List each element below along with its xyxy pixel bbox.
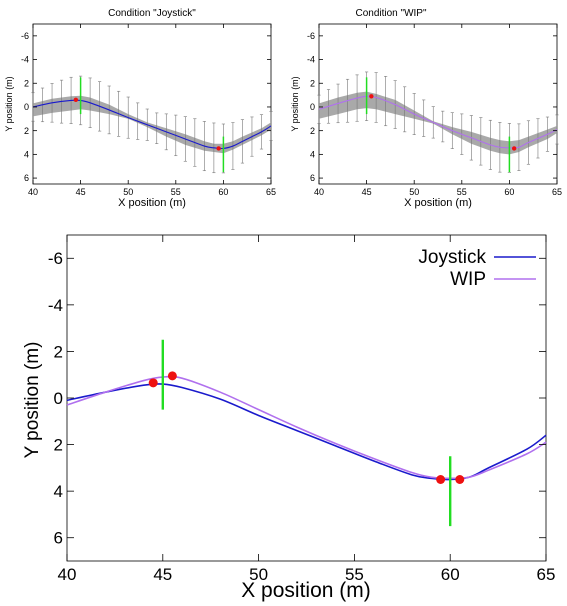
series-line <box>318 95 558 149</box>
y-tick-label: 2 <box>24 78 29 88</box>
chart-wip: Condition "WIP" 40 45 50 55 60 65 -6 -4 2 0 2 4 6 X… <box>290 8 562 209</box>
series-lines <box>66 375 547 481</box>
x-tick-label: 55 <box>457 187 467 197</box>
y-tick-label: 4 <box>310 150 315 160</box>
variance-band <box>319 91 557 155</box>
red-points <box>369 94 517 151</box>
y-tick-label: -6 <box>307 31 315 41</box>
x-tick-label: 50 <box>409 187 419 197</box>
y-tick-label: 2 <box>54 342 63 361</box>
green-markers <box>365 77 511 173</box>
red-point <box>148 378 158 388</box>
variance-bands <box>33 95 271 154</box>
variance-band <box>33 95 271 154</box>
x-tick-label: 40 <box>314 187 324 197</box>
x-tick-label: 55 <box>345 565 364 584</box>
x-tick-label: 45 <box>362 187 372 197</box>
y-axis-label: Y position (m) <box>290 76 300 131</box>
y-tick-label: 6 <box>24 173 29 183</box>
legend-label: WIP <box>450 269 486 290</box>
x-tick-label: 65 <box>552 187 562 197</box>
y-tick-label: 0 <box>24 102 29 112</box>
y-tick-label: -4 <box>21 55 29 65</box>
y-tick-label: 4 <box>24 150 29 160</box>
y-tick-label: 4 <box>54 482 63 501</box>
x-tick-label: 50 <box>249 565 268 584</box>
x-ticks: 40 45 50 55 60 65 <box>58 235 556 584</box>
x-tick-label: 45 <box>76 187 86 197</box>
red-point <box>455 475 465 484</box>
red-points <box>148 371 465 484</box>
x-tick-label: 65 <box>537 565 556 584</box>
chart-joystick: Condition "Joystick" 40 45 50 55 60 65 -6 -4 2 0… <box>4 8 276 209</box>
y-ticks: -6 -4 2 0 2 4 6 <box>48 249 546 548</box>
series-lines <box>32 99 272 150</box>
x-axis-label: X position (m) <box>404 197 472 209</box>
y-ticks: -6 -4 2 0 2 4 6 <box>307 31 557 183</box>
y-tick-label: 2 <box>24 126 29 136</box>
series-line <box>32 99 272 150</box>
x-tick-label: 65 <box>266 187 276 197</box>
red-point <box>369 94 374 99</box>
x-axis-label: X position (m) <box>118 197 186 209</box>
y-tick-label: 2 <box>54 436 63 455</box>
green-markers <box>79 77 225 173</box>
legend-label: Joystick <box>418 247 486 268</box>
series-lines <box>318 95 558 149</box>
x-tick-label: 40 <box>28 187 38 197</box>
y-tick-label: -4 <box>307 55 315 65</box>
y-tick-label: 6 <box>310 173 315 183</box>
y-ticks: -6 -4 2 0 2 4 6 <box>21 31 271 183</box>
error-bars <box>317 71 559 173</box>
variance-bands <box>319 91 557 155</box>
x-tick-label: 60 <box>218 187 228 197</box>
red-point <box>511 146 517 151</box>
x-tick-label: 60 <box>441 565 460 584</box>
red-point <box>167 371 177 381</box>
x-tick-label: 40 <box>58 565 77 584</box>
red-point <box>73 97 79 103</box>
x-tick-label: 50 <box>123 187 133 197</box>
y-axis-label: Y position (m) <box>22 342 43 459</box>
x-ticks: 40 45 50 55 60 65 <box>28 24 276 197</box>
y-tick-label: 2 <box>310 78 315 88</box>
x-axis-label: X position (m) <box>241 579 371 602</box>
y-tick-label: -6 <box>48 249 63 268</box>
x-tick-label: 55 <box>171 187 181 197</box>
x-tick-label: 60 <box>504 187 514 197</box>
red-points <box>73 97 221 151</box>
y-tick-label: 2 <box>310 126 315 136</box>
x-ticks: 40 45 50 55 60 65 <box>314 24 562 197</box>
y-tick-label: 0 <box>54 389 63 408</box>
y-tick-label: 0 <box>310 102 315 112</box>
green-markers <box>161 339 452 527</box>
series-line <box>66 375 547 480</box>
y-tick-label: 6 <box>54 529 63 548</box>
y-axis-label: Y position (m) <box>4 76 14 131</box>
red-point <box>436 475 446 484</box>
chart-title: Condition "WIP" <box>355 8 426 19</box>
y-tick-label: -6 <box>21 31 29 41</box>
chart-title: Condition "Joystick" <box>108 8 196 19</box>
y-tick-label: -4 <box>48 296 63 315</box>
x-tick-label: 45 <box>153 565 172 584</box>
red-point <box>216 146 221 151</box>
